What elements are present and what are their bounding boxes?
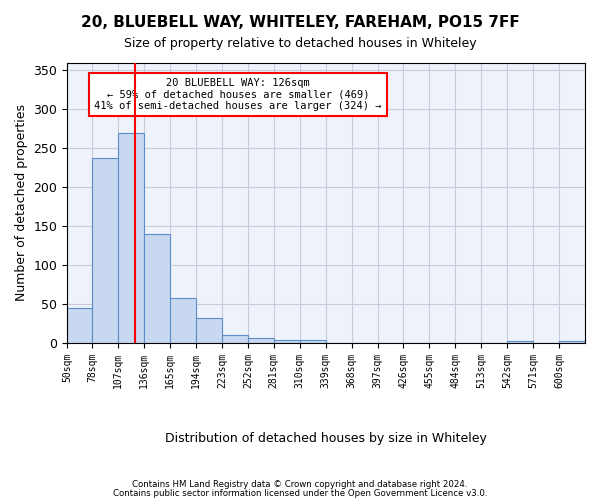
Bar [170, 298, 196, 343]
Y-axis label: Number of detached properties: Number of detached properties [15, 104, 28, 301]
Text: Size of property relative to detached houses in Whiteley: Size of property relative to detached ho… [124, 38, 476, 51]
Bar [222, 335, 248, 342]
X-axis label: Distribution of detached houses by size in Whiteley: Distribution of detached houses by size … [165, 432, 487, 445]
Text: Contains public sector information licensed under the Open Government Licence v3: Contains public sector information licen… [113, 488, 487, 498]
Bar [274, 340, 299, 342]
Bar [67, 308, 92, 342]
Bar [299, 340, 326, 342]
Text: Contains HM Land Registry data © Crown copyright and database right 2024.: Contains HM Land Registry data © Crown c… [132, 480, 468, 489]
Text: 20, BLUEBELL WAY, WHITELEY, FAREHAM, PO15 7FF: 20, BLUEBELL WAY, WHITELEY, FAREHAM, PO1… [80, 15, 520, 30]
Bar [196, 318, 222, 342]
Bar [559, 341, 585, 342]
Bar [92, 158, 118, 342]
Bar [118, 132, 144, 342]
Bar [248, 338, 274, 342]
Bar [507, 341, 533, 342]
Bar [144, 234, 170, 342]
Text: 20 BLUEBELL WAY: 126sqm
← 59% of detached houses are smaller (469)
41% of semi-d: 20 BLUEBELL WAY: 126sqm ← 59% of detache… [94, 78, 382, 111]
